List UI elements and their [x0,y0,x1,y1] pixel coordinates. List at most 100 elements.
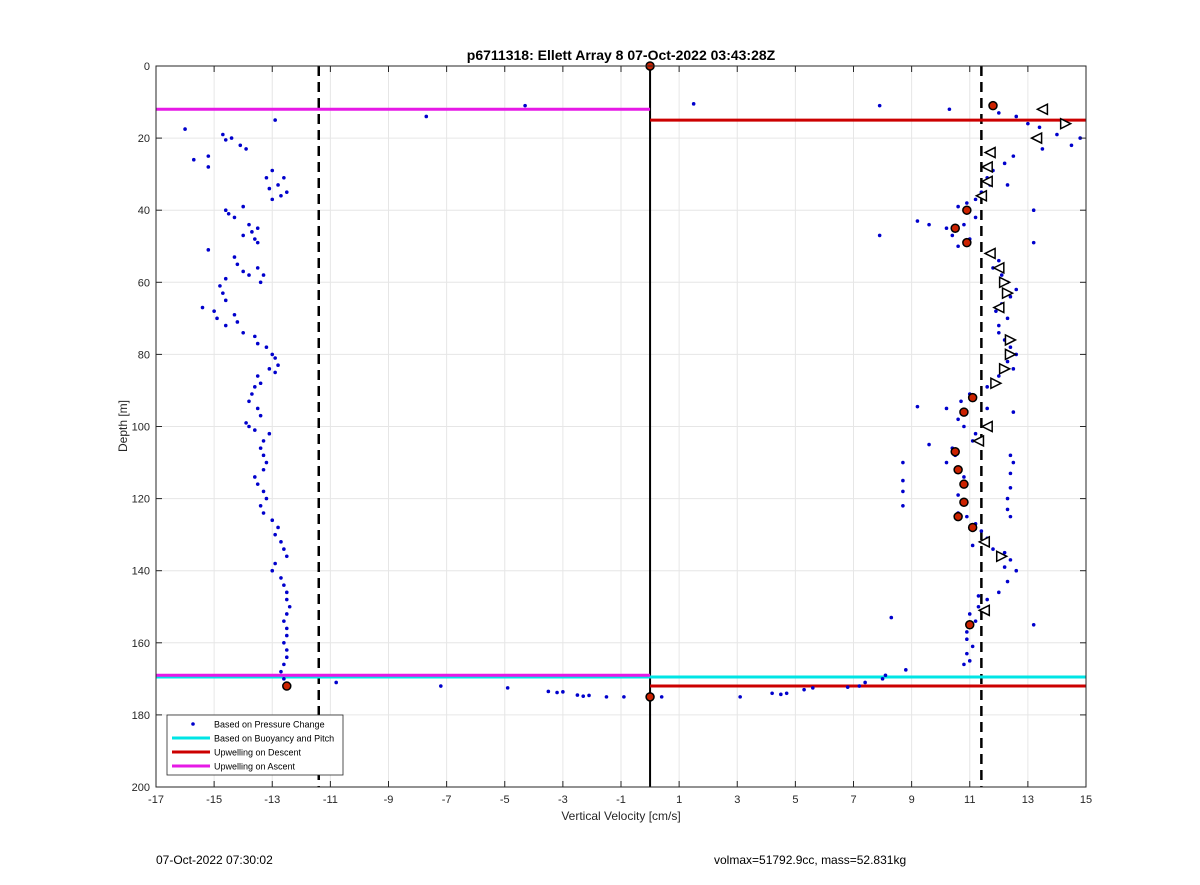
pressure-point [1008,558,1013,562]
pressure-point [997,323,1001,328]
y-tick-label: 200 [132,782,150,794]
y-tick-label: 180 [132,710,150,722]
pressure-point [976,594,981,598]
pressure-point [255,226,260,231]
circle-marker [988,100,998,111]
x-tick-label: 7 [850,794,856,806]
pressure-point [284,655,289,660]
pressure-point [802,687,806,692]
pressure-point [967,612,972,616]
circle-marker [953,465,963,475]
pressure-point [546,689,551,694]
pressure-point [223,208,228,212]
pressure-point [1002,550,1007,555]
x-axis-label: Vertical Velocity [cm/s] [561,809,680,823]
pressure-point [970,644,975,649]
markers [282,61,1073,702]
x-tick-label: -15 [206,794,222,806]
pressure-point [770,691,774,696]
pressure-point [191,157,196,162]
pressure-point [255,341,260,346]
triangle-marker [1029,131,1043,145]
pressure-point [505,686,510,690]
y-tick-label: 160 [132,638,150,650]
pressure-point [944,406,949,411]
pressure-point [947,107,952,112]
pressure-point [255,406,260,411]
pressure-point [1011,154,1016,158]
pressure-point [1005,359,1010,364]
pressure-point [247,424,251,429]
pressure-point [962,475,966,479]
pressure-point [221,132,225,137]
pressure-point [250,230,254,234]
pressure-point [877,103,882,108]
pressure-point [284,597,289,602]
pressure-point [962,424,966,429]
pressure-point [267,186,272,191]
pressure-point [965,201,969,205]
pressure-point [218,284,222,288]
chart-legend: Based on Pressure Change Based on Buoyanc… [166,714,344,776]
pressure-point [959,399,963,404]
pressure-point [270,518,275,523]
pressure-point [979,529,984,533]
pressure-point [1008,453,1013,458]
pressure-point [247,399,251,404]
triangle-marker [998,362,1012,376]
pressure-point [1011,367,1016,371]
pressure-point [973,431,978,436]
triangle-marker [980,160,993,174]
pressure-point [857,684,862,688]
pressure-point [1005,579,1010,584]
pressure-point [997,111,1001,115]
axis-ticks: -17 -15 -13 -11 -9 -7 -5 -3 -1 1 3 5 7 9 11 13 150204060… [132,61,1092,806]
pressure-point [241,330,245,335]
pressure-point [523,103,527,108]
x-tick-label: 1 [676,794,682,806]
pressure-point [997,330,1001,335]
pressure-point [811,686,815,690]
circle-marker [959,497,969,507]
circle-marker [967,392,978,403]
x-tick-label: 11 [964,794,975,806]
pressure-point [273,370,277,375]
pressure-point [282,583,286,587]
circle-marker [959,479,969,489]
pressure-point [267,367,272,371]
pressure-point [985,385,989,389]
y-tick-label: 140 [132,566,150,578]
chart-title: p6711318: Ellett Array 8 07-Oct-2022 03:… [467,47,776,63]
pressure-point [991,547,995,551]
x-tick-label: -7 [442,794,452,806]
pressure-point [247,273,251,277]
pressure-point [863,680,867,685]
pressure-point [284,648,289,652]
pressure-point [258,280,263,285]
y-tick-label: 80 [138,349,150,361]
pressure-point [581,694,586,698]
pressure-point [253,334,257,339]
pressure-point [264,175,269,180]
legend-label: Upwelling on Ascent [214,762,296,772]
pressure-point [944,460,949,465]
pressure-point [915,219,920,223]
pressure-point [994,309,998,313]
triangle-marker [1004,333,1018,347]
pressure-point [200,305,205,310]
x-tick-label: -3 [558,794,568,806]
pressure-point [1040,147,1045,151]
x-tick-label: 9 [909,794,915,806]
pressure-point [976,604,981,609]
x-tick-label: -11 [323,794,338,806]
pressure-point [901,489,905,494]
pressure-point [973,215,978,220]
pressure-point [282,547,286,551]
circle-marker [950,223,960,233]
pressure-point [904,668,908,672]
x-tick-label: -5 [500,794,510,806]
pressure-point [244,421,248,425]
pressure-point [985,406,989,411]
pressure-point [965,514,969,519]
pressure-point [284,626,289,631]
